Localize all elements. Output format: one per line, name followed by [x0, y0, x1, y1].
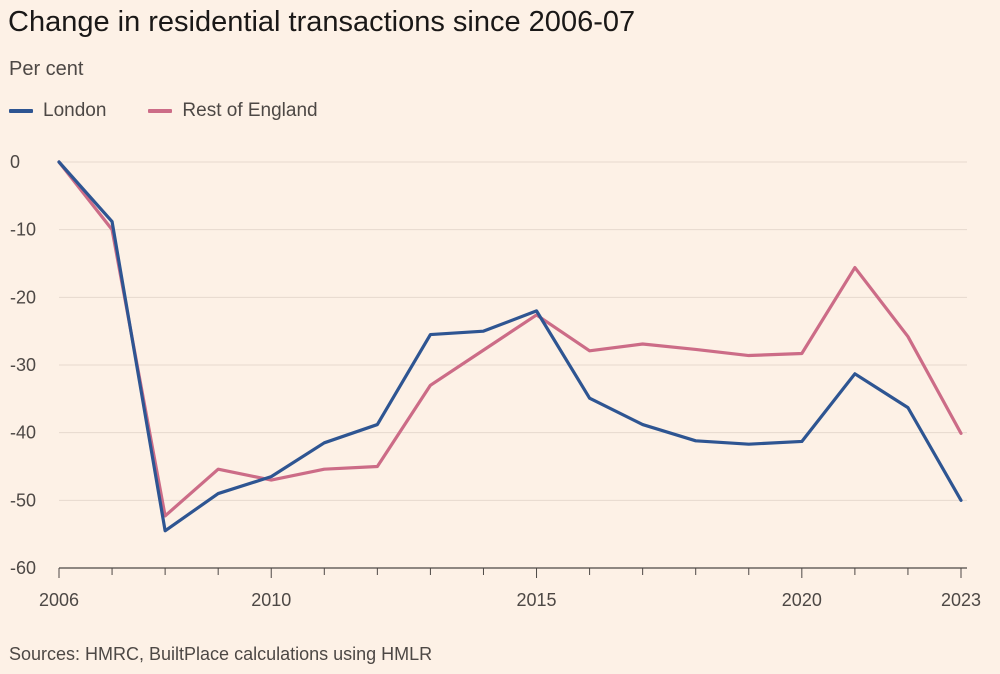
legend-item-london: London: [9, 100, 106, 122]
y-tick-label: -20: [10, 287, 36, 307]
legend-swatch-rest-of-england: [148, 109, 173, 113]
x-tick-label: 2020: [782, 590, 822, 610]
series-line-london: [57, 160, 963, 533]
y-tick-label: -50: [10, 490, 36, 510]
chart-subtitle: Per cent: [9, 58, 84, 80]
chart-legend: London Rest of England: [9, 100, 360, 122]
legend-item-rest-of-england: Rest of England: [148, 100, 318, 122]
y-tick-label: -60: [10, 558, 36, 578]
series-line-rest-of-england: [57, 160, 963, 518]
chart-title: Change in residential transactions since…: [8, 6, 636, 38]
legend-label-london: London: [43, 100, 107, 121]
x-tick-label: 2006: [39, 590, 79, 610]
y-tick-label: -40: [10, 423, 36, 443]
y-tick-label: -10: [10, 220, 36, 240]
legend-label-rest-of-england: Rest of England: [182, 100, 318, 121]
x-tick-label: 2010: [251, 590, 291, 610]
x-tick-label: 2023: [941, 590, 981, 610]
series-layer: [57, 160, 963, 533]
y-tick-label: -30: [10, 355, 36, 375]
chart-source: Sources: HMRC, BuiltPlace calculations u…: [9, 644, 433, 664]
y-tick-label: 0: [10, 152, 20, 172]
legend-swatch-london: [9, 109, 33, 113]
x-tick-label: 2015: [517, 590, 557, 610]
